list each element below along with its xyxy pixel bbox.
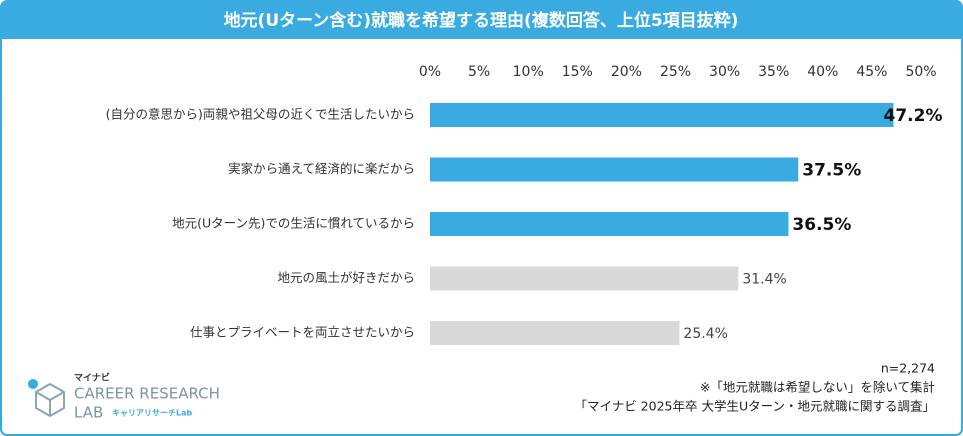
bar — [430, 321, 680, 345]
bar — [430, 157, 799, 182]
y-tick-label: 仕事とプライベートを両立させたいから — [190, 325, 415, 340]
x-tick-label: 10% — [513, 64, 544, 80]
chart-title: 地元(Uターン含む)就職を希望する理由(複数回答、上位5項目抜粋) — [224, 10, 739, 31]
bar — [430, 266, 739, 291]
x-tick-label: 25% — [660, 64, 691, 80]
logo-line1: CAREER RESEARCH — [74, 385, 220, 403]
y-tick-label: (自分の意思から)両親や祖父母の近くで生活したいから — [106, 107, 415, 122]
footnote: n=2,274 — [881, 361, 935, 376]
x-tick-label: 50% — [905, 64, 936, 80]
x-tick-label: 20% — [611, 64, 642, 80]
value-label: 36.5% — [792, 215, 851, 235]
x-tick-label: 45% — [856, 64, 887, 80]
logo-cube — [35, 382, 65, 418]
title-bar — [1, 1, 962, 39]
logo-cube-edge — [35, 391, 65, 416]
x-tick-label: 35% — [758, 64, 789, 80]
x-tick-label: 15% — [562, 64, 593, 80]
value-label: 31.4% — [742, 272, 786, 288]
y-tick-label: 地元の風土が好きだから — [277, 270, 415, 285]
x-tick-label: 0% — [419, 64, 441, 80]
x-tick-label: 40% — [807, 64, 838, 80]
y-tick-label: 実家から通えて経済的に楽だから — [228, 161, 415, 176]
x-tick-label: 30% — [709, 64, 740, 80]
logo: マイナビ CAREER RESEARCH LAB キャリアリサーチLab — [28, 372, 220, 422]
bar — [430, 212, 789, 236]
value-label: 25.4% — [683, 326, 727, 342]
footnote: ※「地元就職は希望しない」を除いて集計 — [700, 380, 935, 395]
logo-dot — [28, 379, 38, 389]
logo-brand: マイナビ — [74, 372, 110, 384]
logo-sub: キャリアリサーチLab — [112, 409, 192, 418]
bar — [430, 103, 894, 127]
value-label: 47.2% — [884, 106, 943, 126]
value-label: 37.5% — [802, 161, 861, 181]
logo-line2: LAB — [74, 404, 103, 422]
x-tick-label: 5% — [468, 64, 490, 80]
footnote: 「マイナビ 2025年卒 大学生Uターン・地元就職に関する調査」 — [574, 399, 935, 414]
y-tick-label: 地元(Uターン先)での生活に慣れているから — [172, 216, 415, 231]
